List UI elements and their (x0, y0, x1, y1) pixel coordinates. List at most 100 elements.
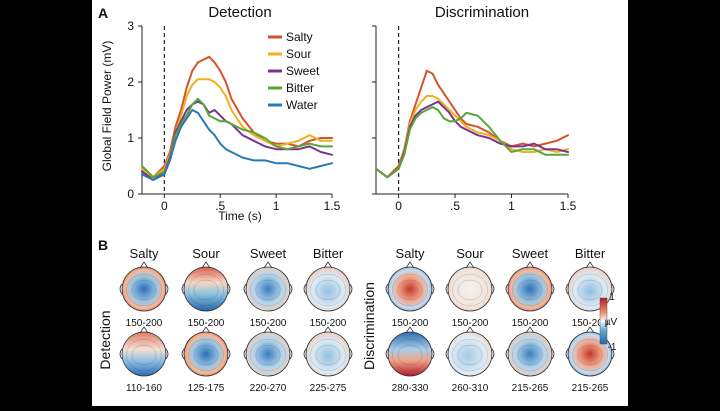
colorbar-min-label: -1 (608, 342, 617, 353)
x-tick-label: 0 (161, 199, 168, 213)
ear-right (227, 348, 231, 360)
contour (310, 338, 346, 372)
x-tick-label: .5 (215, 199, 225, 213)
contour (397, 344, 423, 366)
contour (572, 338, 608, 372)
scalp-map (387, 331, 433, 377)
series-line-bitter (141, 97, 333, 179)
contour (188, 338, 224, 372)
scalp-map (183, 266, 229, 312)
contour (310, 273, 346, 307)
ear-left (385, 283, 389, 295)
legend-label-sweet: Sweet (286, 64, 320, 78)
y-tick-label: 2 (127, 75, 134, 89)
legend-label-water: Water (286, 98, 318, 112)
contour (577, 279, 603, 301)
nose (139, 326, 149, 334)
contour (517, 279, 543, 301)
topomap (181, 326, 231, 377)
figure: A B Detection Discrimination Time (s) Gl… (97, 4, 618, 394)
topomap (385, 261, 435, 312)
ear-left (385, 348, 389, 360)
contour (397, 279, 423, 301)
topomap (445, 261, 495, 312)
contour (512, 273, 548, 307)
contour (126, 338, 162, 372)
contour (517, 344, 543, 366)
ear-left (181, 283, 185, 295)
chart-title-discrimination: Discrimination (435, 4, 529, 21)
ear-left (445, 283, 449, 295)
chart-discrimination: 0 .5 1 1.5 (372, 25, 577, 213)
topomap (505, 261, 555, 312)
series-line-water (141, 109, 333, 181)
ear-left (303, 283, 307, 295)
nose (525, 261, 535, 269)
scalp-map (305, 331, 351, 377)
nose (525, 326, 535, 334)
ear-left (445, 348, 449, 360)
x-tick-label: 1 (273, 199, 280, 213)
ear-right (165, 283, 169, 295)
figure-panel: A B Detection Discrimination Time (s) Gl… (92, 0, 628, 406)
x-tick-label: 1.5 (560, 199, 577, 213)
ear-right (289, 348, 293, 360)
scalp-map (507, 266, 553, 312)
ear-right (611, 283, 615, 295)
topomap-column-header: Salty (130, 246, 159, 261)
time-window-label: 125-175 (188, 383, 225, 394)
contour (250, 273, 286, 307)
contour (131, 344, 157, 366)
nose (139, 261, 149, 269)
ear-right (227, 283, 231, 295)
ear-right (551, 283, 555, 295)
ear-left (243, 283, 247, 295)
x-tick-label: 1 (508, 199, 515, 213)
nose (263, 261, 273, 269)
scalp-map (245, 266, 291, 312)
ear-left (303, 348, 307, 360)
series-line-sweet (375, 100, 569, 179)
scalp-map (121, 266, 167, 312)
ear-left (119, 283, 123, 295)
scalp-map (447, 266, 493, 312)
x-tick-label: 0 (395, 199, 402, 213)
nose (585, 326, 595, 334)
contour (193, 279, 219, 301)
time-window-label: 215-265 (512, 383, 549, 394)
topomap-column-header: Sour (192, 246, 220, 261)
nose (405, 261, 415, 269)
nose (201, 261, 211, 269)
chart-detection: 0 .5 1 1.5 0 1 2 3 (127, 19, 340, 213)
contour (452, 338, 488, 372)
contour (457, 279, 483, 301)
contour (255, 344, 281, 366)
panel-label-a: A (98, 5, 108, 21)
ear-right (491, 283, 495, 295)
legend-label-sour: Sour (286, 47, 311, 61)
x-tick-label: 1.5 (324, 199, 341, 213)
topomap-column-header: Bitter (313, 246, 344, 261)
scalp-map (183, 331, 229, 377)
topomap-column-header: Salty (396, 246, 425, 261)
topomap (243, 326, 293, 377)
ear-left (243, 348, 247, 360)
topomap-column-header: Sweet (250, 246, 287, 261)
panel-label-b: B (98, 237, 108, 253)
topomap (181, 261, 231, 312)
contour (131, 279, 157, 301)
topomap (119, 261, 169, 312)
nose (585, 261, 595, 269)
colorbar-max-label: 1 (609, 292, 615, 303)
colorbar: 1 -1 µV (599, 292, 618, 353)
time-window-label: 150-200 (452, 318, 489, 329)
time-window-label: 260-310 (452, 383, 489, 394)
x-axis-label-detection: Time (s) (218, 209, 262, 223)
y-tick-label: 0 (127, 187, 134, 201)
contour (392, 273, 428, 307)
topomap (505, 326, 555, 377)
colorbar-unit: µV (605, 317, 618, 328)
ear-left (565, 283, 569, 295)
time-window-label: 215-265 (572, 383, 609, 394)
ear-left (119, 348, 123, 360)
